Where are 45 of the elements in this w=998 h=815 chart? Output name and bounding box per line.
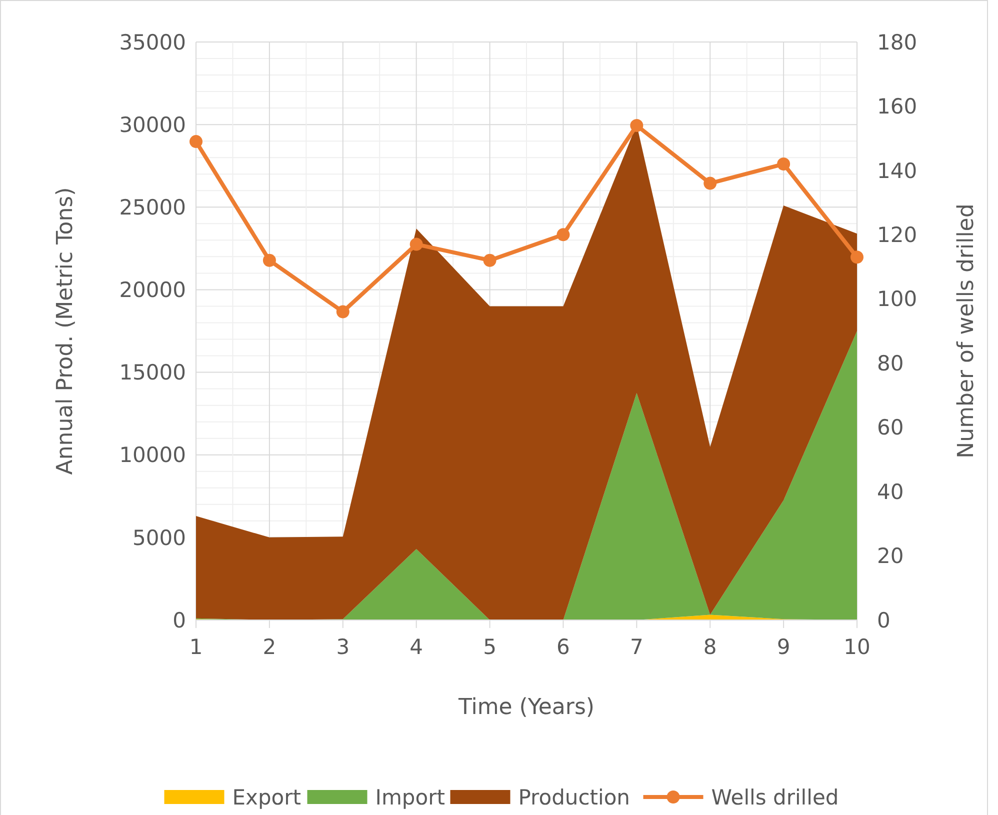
legend-label: Production <box>518 785 630 810</box>
x-tick-label: 2 <box>262 635 276 659</box>
point <box>630 118 644 132</box>
point <box>850 250 864 264</box>
point <box>262 254 276 267</box>
legend-label: Import <box>375 785 445 810</box>
y-tick-label: 5000 <box>132 526 186 550</box>
point <box>483 254 496 267</box>
y2-tick-label: 100 <box>877 287 918 312</box>
point <box>336 305 350 318</box>
y2-axis-title: Number of wells drilled <box>954 204 979 458</box>
x-tick-label: 10 <box>844 635 870 659</box>
x-tick-label: 3 <box>336 635 350 659</box>
x-tick-label: 4 <box>410 635 424 659</box>
y-tick-label: 20000 <box>119 278 186 302</box>
legend-label: Wells drilled <box>711 785 839 810</box>
y2-tick-label: 20 <box>877 544 904 568</box>
point <box>777 158 790 171</box>
x-tick-label: 6 <box>556 635 570 659</box>
x-tick-label: 9 <box>776 635 790 659</box>
point <box>556 228 570 242</box>
x-tick-label: 7 <box>630 635 644 659</box>
point <box>704 176 717 190</box>
y2-tick-label: 120 <box>877 223 918 248</box>
x-axis-title: Time (Years) <box>457 695 595 720</box>
x-tick-label: 1 <box>189 635 203 659</box>
y2-tick-label: 160 <box>877 94 918 119</box>
y2-tick-label: 180 <box>877 30 918 54</box>
y-tick-label: 10000 <box>119 443 186 468</box>
y-tick-label: 35000 <box>119 30 186 54</box>
point <box>190 135 202 148</box>
y-tick-label: 25000 <box>119 195 186 220</box>
legend-label: Export <box>232 785 301 810</box>
x-tick-label: 5 <box>483 635 496 659</box>
y2-tick-label: 0 <box>877 608 890 632</box>
y2-tick-label: 60 <box>877 416 904 440</box>
y2-tick-label: 140 <box>877 158 918 183</box>
y-tick-label: 0 <box>172 608 186 632</box>
y-tick-label: 30000 <box>119 112 186 137</box>
y-tick-label: 15000 <box>119 360 186 385</box>
point <box>410 238 423 251</box>
y2-tick-label: 80 <box>877 351 904 376</box>
x-tick-label: 8 <box>703 635 717 659</box>
y2-tick-label: 40 <box>877 480 904 504</box>
y-axis-title: Annual Prod. (Metric Tons) <box>53 187 78 475</box>
